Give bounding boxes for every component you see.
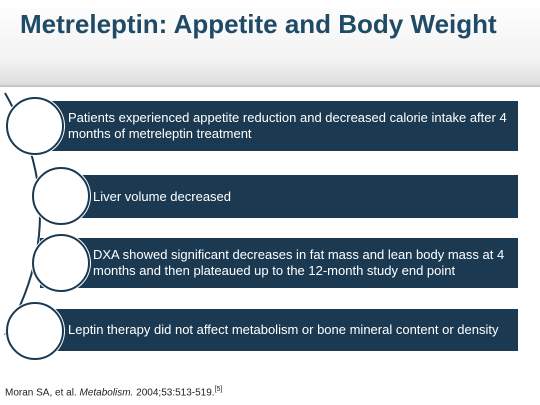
citation-details: 2004;53:513-519.: [136, 387, 215, 399]
citation-ref: [5]: [214, 386, 223, 393]
bullet-bar-2: Liver volume decreased: [40, 175, 518, 218]
citation: Moran SA, et al. Metabolism. 2004;53:513…: [5, 386, 222, 398]
bullet-bar-3: DXA showed significant decreases in fat …: [40, 238, 518, 288]
bullet-text-2: Liver volume decreased: [93, 188, 232, 204]
citation-authors: Moran SA, et al.: [5, 387, 77, 399]
bullet-circle-4: [6, 302, 64, 360]
bullet-text-3: DXA showed significant decreases in fat …: [93, 247, 505, 278]
bullet-circle-2: [32, 167, 90, 225]
bullet-circle-1: [6, 97, 64, 155]
slide-title: Metreleptin: Appetite and Body Weight: [20, 9, 497, 39]
bullet-bar-4: Leptin therapy did not affect metabolism…: [40, 309, 518, 351]
citation-journal: Metabolism.: [79, 387, 134, 399]
bullet-text-1: Patients experienced appetite reduction …: [68, 110, 507, 141]
bullet-circle-3: [32, 234, 90, 292]
slide-header: Metreleptin: Appetite and Body Weight: [0, 0, 540, 87]
bullet-bar-1: Patients experienced appetite reduction …: [40, 101, 518, 151]
bullet-text-4: Leptin therapy did not affect metabolism…: [68, 322, 499, 337]
